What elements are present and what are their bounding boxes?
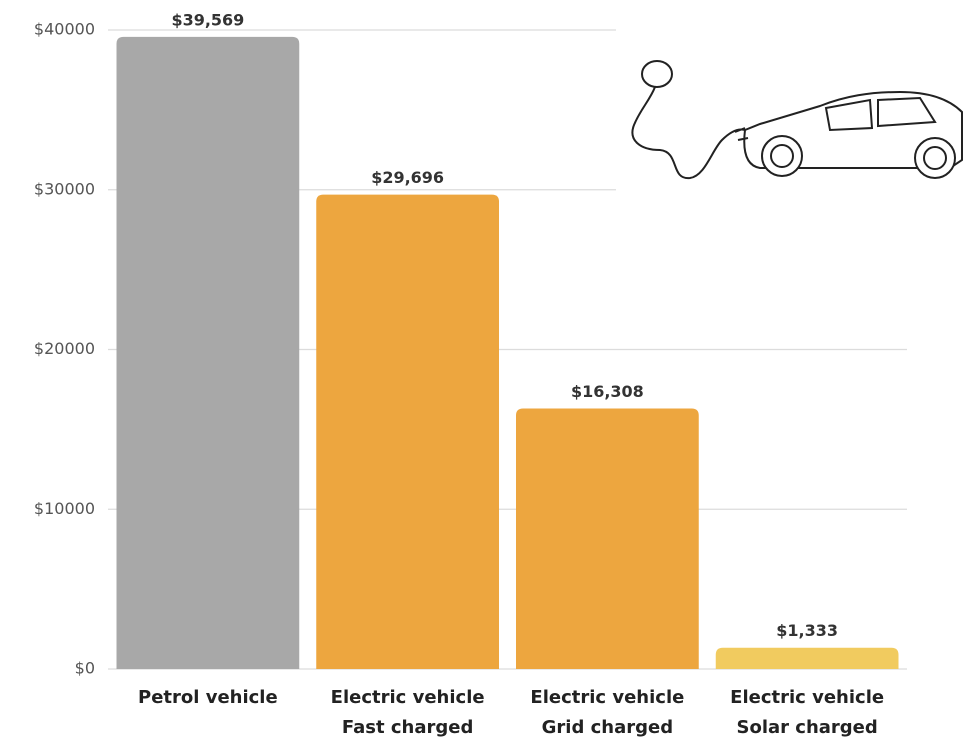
value-label: $29,696 xyxy=(371,168,444,187)
bar xyxy=(116,36,300,669)
bar xyxy=(516,408,699,669)
x-tick-label: Fast charged xyxy=(342,717,473,738)
value-label: $1,333 xyxy=(776,621,838,640)
y-tick-label: $30000 xyxy=(34,179,95,198)
x-tick-label: Solar charged xyxy=(736,717,877,738)
bar xyxy=(316,194,499,670)
y-tick-label: $40000 xyxy=(34,20,95,39)
bar xyxy=(715,647,899,669)
y-tick-label: $20000 xyxy=(34,339,95,358)
x-tick-label: Electric vehicle xyxy=(331,687,485,708)
x-tick-label: Grid charged xyxy=(542,717,673,738)
value-label: $16,308 xyxy=(571,382,644,401)
y-tick-label: $10000 xyxy=(34,499,95,518)
value-label: $39,569 xyxy=(171,10,244,29)
y-tick-label: $0 xyxy=(75,659,95,678)
x-tick-label: Petrol vehicle xyxy=(138,687,278,708)
x-tick-label: Electric vehicle xyxy=(530,687,684,708)
car-illustration xyxy=(616,20,965,200)
x-tick-label: Electric vehicle xyxy=(730,687,884,708)
